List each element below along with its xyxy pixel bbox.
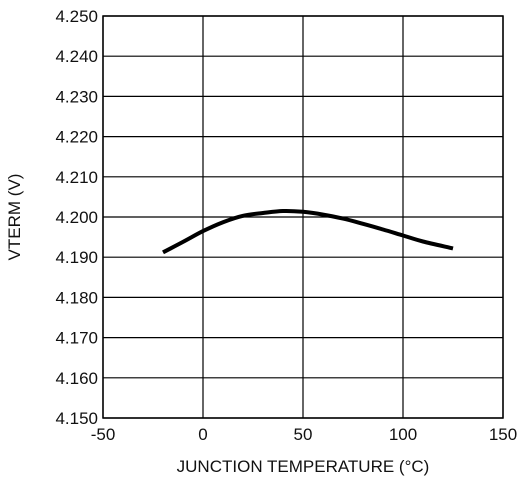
y-tick-labels: 4.150 4.160 4.170 4.180 4.190 4.200 4.210 4.220… xyxy=(55,7,98,428)
x-tick-labels: -50 0 50 100 150 xyxy=(91,425,517,444)
series-line xyxy=(162,208,454,255)
plot-frame xyxy=(102,15,504,419)
y-axis-title: VTERM (V) xyxy=(5,174,24,261)
y-tick-label: 4.230 xyxy=(55,87,98,106)
x-tick-label: 150 xyxy=(489,425,517,444)
y-tick-label: 4.240 xyxy=(55,47,98,66)
x-tick-label: 50 xyxy=(294,425,313,444)
y-tick-label: 4.180 xyxy=(55,288,98,307)
y-tick-label: 4.160 xyxy=(55,369,98,388)
x-tick-label: 100 xyxy=(389,425,417,444)
y-tick-label: 4.210 xyxy=(55,168,98,187)
y-tick-label: 4.200 xyxy=(55,208,98,227)
y-tick-label: 4.220 xyxy=(55,128,98,147)
y-tick-label: 4.190 xyxy=(55,248,98,267)
grid xyxy=(102,15,504,419)
x-axis-title: JUNCTION TEMPERATURE (°C) xyxy=(177,457,430,476)
y-tick-label: 4.150 xyxy=(55,409,98,428)
x-tick-label: -50 xyxy=(91,425,116,444)
y-tick-label: 4.170 xyxy=(55,329,98,348)
y-tick-label: 4.250 xyxy=(55,7,98,26)
series-layer xyxy=(162,208,454,255)
x-tick-label: 0 xyxy=(198,425,207,444)
